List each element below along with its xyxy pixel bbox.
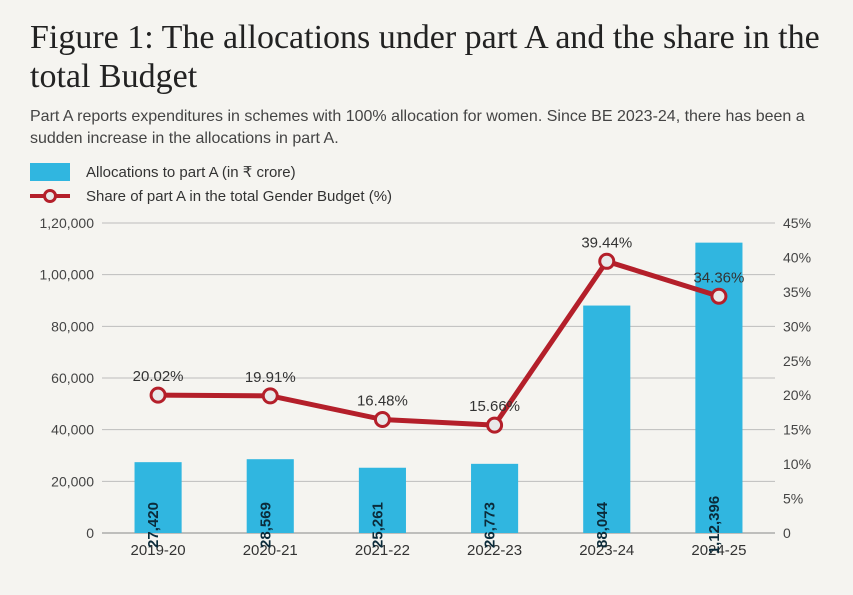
bar-swatch-icon — [30, 163, 70, 181]
svg-text:39.44%: 39.44% — [581, 235, 632, 252]
svg-text:88,044: 88,044 — [594, 502, 611, 549]
line-marker — [375, 413, 389, 427]
legend-line-label: Share of part A in the total Gender Budg… — [86, 188, 392, 205]
svg-text:15.66%: 15.66% — [469, 398, 520, 415]
svg-text:20.02%: 20.02% — [133, 368, 184, 385]
svg-text:28,569: 28,569 — [257, 502, 274, 548]
svg-text:45%: 45% — [783, 215, 811, 231]
svg-text:40%: 40% — [783, 250, 811, 266]
legend-item-bar: Allocations to part A (in ₹ crore) — [30, 163, 823, 181]
chart-plot: 0 20,000 40,000 60,000 80,000 1,00,000 1,20,00… — [30, 213, 823, 573]
svg-text:10%: 10% — [783, 456, 811, 472]
line-marker — [600, 255, 614, 269]
svg-text:60,000: 60,000 — [51, 370, 94, 386]
svg-text:34.36%: 34.36% — [693, 270, 744, 287]
line-marker — [151, 388, 165, 402]
svg-text:1,00,000: 1,00,000 — [40, 267, 95, 283]
svg-text:1,12,396: 1,12,396 — [706, 496, 723, 554]
bar — [583, 306, 630, 533]
legend-bar-label: Allocations to part A (in ₹ crore) — [86, 163, 296, 181]
svg-text:15%: 15% — [783, 422, 811, 438]
line-marker — [488, 418, 502, 432]
svg-text:20,000: 20,000 — [51, 474, 94, 490]
svg-text:20%: 20% — [783, 388, 811, 404]
svg-text:0: 0 — [783, 525, 791, 541]
svg-text:80,000: 80,000 — [51, 319, 94, 335]
svg-text:16.48%: 16.48% — [357, 393, 408, 410]
svg-text:25,261: 25,261 — [369, 502, 386, 548]
legend: Allocations to part A (in ₹ crore) Share… — [30, 163, 823, 205]
line-marker — [712, 290, 726, 304]
line-swatch-icon — [30, 187, 70, 205]
chart-subtitle: Part A reports expenditures in schemes w… — [30, 106, 823, 149]
svg-text:19.91%: 19.91% — [245, 369, 296, 386]
svg-text:25%: 25% — [783, 353, 811, 369]
chart-title: Figure 1: The allocations under part A a… — [30, 18, 823, 96]
svg-text:35%: 35% — [783, 284, 811, 300]
svg-text:5%: 5% — [783, 491, 803, 507]
svg-text:26,773: 26,773 — [482, 502, 499, 548]
svg-text:40,000: 40,000 — [51, 422, 94, 438]
share-line — [158, 262, 719, 426]
svg-text:27,420: 27,420 — [145, 502, 162, 548]
figure-1: Figure 1: The allocations under part A a… — [0, 0, 853, 595]
legend-item-line: Share of part A in the total Gender Budg… — [30, 187, 823, 205]
line-marker — [263, 389, 277, 403]
svg-text:30%: 30% — [783, 319, 811, 335]
svg-text:0: 0 — [86, 525, 94, 541]
svg-text:1,20,000: 1,20,000 — [40, 215, 95, 231]
